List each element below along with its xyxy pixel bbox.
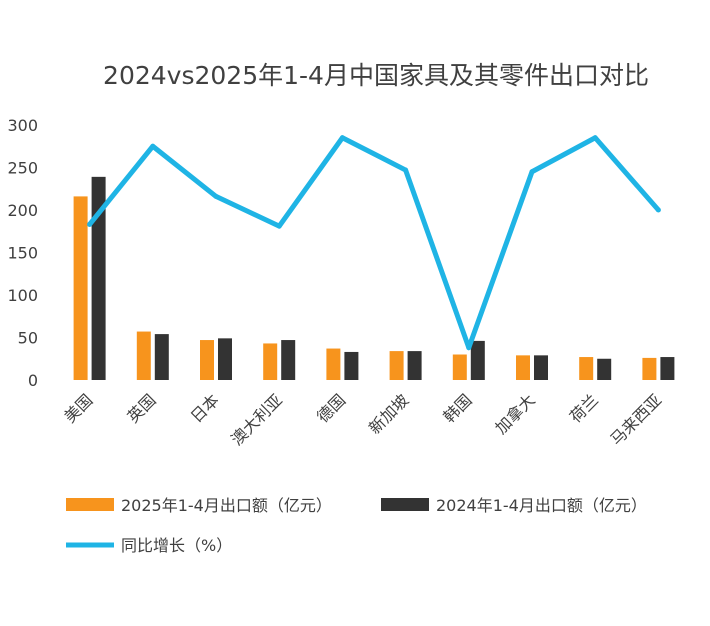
bar-2025 — [136, 331, 151, 380]
legend-label-2025: 2025年1-4月出口额（亿元） — [121, 496, 332, 515]
growth-point — [213, 193, 219, 199]
growth-line-series — [87, 135, 661, 351]
y-tick-label: 150 — [7, 244, 38, 263]
bar-2025 — [326, 348, 341, 380]
growth-point — [529, 169, 535, 175]
growth-point — [339, 135, 345, 141]
x-tick-label: 荷兰 — [566, 390, 602, 426]
legend-swatch-2024 — [381, 498, 429, 511]
x-tick-label: 马来西亚 — [607, 390, 666, 449]
bar-2025 — [452, 354, 467, 380]
bar-2024 — [91, 176, 106, 380]
x-tick-label: 德国 — [313, 390, 349, 426]
legend: 2025年1-4月出口额（亿元） 2024年1-4月出口额（亿元） 同比增长（%） — [66, 496, 647, 555]
growth-point — [276, 223, 282, 229]
bar-2024 — [281, 340, 296, 380]
x-tick-label: 加拿大 — [491, 390, 538, 437]
bar-2024 — [407, 351, 422, 380]
bar-2025 — [263, 343, 278, 380]
bar-2024 — [344, 351, 359, 380]
growth-point — [87, 221, 93, 227]
y-tick-label: 300 — [7, 116, 38, 135]
bar-2024 — [534, 355, 548, 380]
x-tick-label: 澳大利亚 — [227, 390, 286, 449]
x-tick-label: 日本 — [187, 390, 223, 426]
legend-swatch-2025 — [66, 498, 114, 511]
bar-2025 — [642, 357, 657, 380]
bars — [73, 176, 675, 380]
y-tick-label: 50 — [18, 329, 38, 348]
bar-2025 — [516, 355, 530, 380]
y-tick-label: 250 — [7, 159, 38, 178]
growth-line — [87, 135, 661, 351]
bar-2024 — [218, 338, 232, 380]
growth-point — [150, 143, 156, 149]
x-tick-label: 新加坡 — [365, 390, 412, 437]
bar-2025 — [579, 357, 594, 380]
bar-2024 — [597, 358, 612, 380]
x-tick-label: 韩国 — [440, 390, 476, 426]
x-tick-label: 美国 — [60, 390, 96, 426]
growth-point — [403, 167, 409, 173]
growth-point — [655, 207, 661, 213]
y-tick-label: 200 — [7, 201, 38, 220]
chart-title: 2024vs2025年1-4月中国家具及其零件出口对比 — [103, 61, 649, 90]
y-axis: 0 50 100 150 200 250 300 — [7, 116, 38, 390]
growth-point — [466, 345, 472, 351]
legend-label-growth: 同比增长（%） — [121, 536, 232, 555]
bar-2024 — [154, 334, 169, 380]
growth-point — [592, 135, 598, 141]
x-axis: 美国 英国 日本 澳大利亚 德国 新加坡 韩国 加拿大 荷兰 马来西亚 — [60, 390, 665, 449]
bar-2024 — [470, 340, 485, 380]
y-tick-label: 100 — [7, 286, 38, 305]
bar-2024 — [660, 357, 675, 380]
legend-label-2024: 2024年1-4月出口额（亿元） — [436, 496, 647, 515]
bar-2025 — [200, 340, 214, 380]
x-tick-label: 英国 — [124, 390, 160, 426]
y-tick-label: 0 — [28, 371, 38, 390]
bar-2025 — [73, 196, 88, 380]
bar-2025 — [389, 351, 404, 380]
